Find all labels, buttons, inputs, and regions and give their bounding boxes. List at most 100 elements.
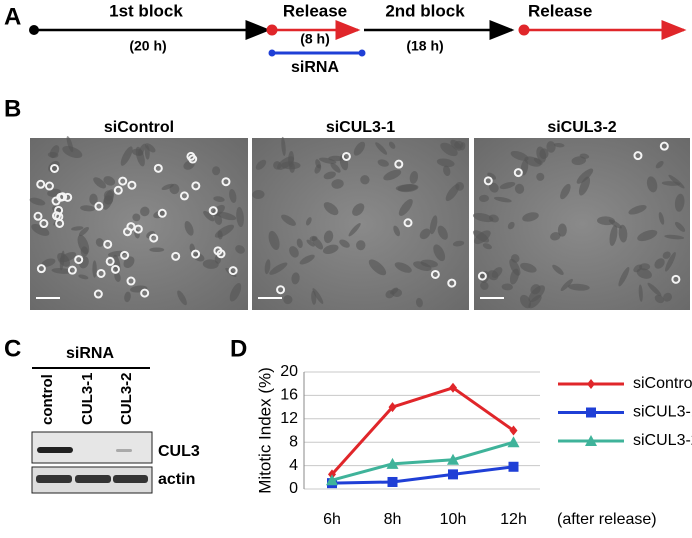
label: (18 h)	[406, 38, 443, 54]
cell	[92, 260, 97, 278]
cell	[331, 179, 344, 189]
cell	[323, 202, 339, 216]
y-axis-label: Mitotic Index (%)	[255, 367, 274, 494]
row-label: actin	[158, 471, 195, 488]
cell	[281, 136, 286, 156]
cell	[510, 150, 529, 161]
round-cell	[477, 271, 487, 281]
marker	[509, 425, 518, 436]
cell	[305, 217, 312, 226]
cell	[519, 294, 532, 309]
round-cell	[120, 250, 130, 260]
x-note: (after release)	[557, 511, 657, 528]
cell	[235, 245, 245, 254]
round-cell	[153, 163, 163, 173]
lane-label: CUL3-2	[118, 372, 135, 425]
round-cell	[157, 208, 167, 218]
cell	[66, 136, 74, 153]
panel-label: B	[4, 95, 21, 122]
chart: 0 4 8 12 16 20 Mitotic Index (%) 6h 8h 10h 12h (aft…	[255, 363, 692, 528]
round-cell	[430, 269, 440, 279]
marker	[507, 436, 520, 448]
micrograph	[30, 138, 248, 310]
cell	[283, 295, 293, 305]
lane-label: control	[39, 374, 56, 425]
panel-label: D	[230, 335, 247, 362]
row-label: CUL3	[158, 443, 200, 460]
round-cell	[51, 211, 61, 221]
cell	[264, 259, 271, 275]
marker	[326, 474, 338, 486]
round-cell	[39, 219, 49, 229]
cell	[596, 216, 616, 226]
legend-label: siCUL3-1	[633, 404, 692, 421]
cell	[409, 171, 419, 184]
cell	[560, 183, 571, 200]
round-cell	[228, 266, 238, 276]
cell	[47, 151, 59, 158]
cell	[213, 196, 225, 202]
cell	[480, 281, 489, 290]
round-cell	[113, 185, 123, 195]
round-cell	[94, 201, 104, 211]
round-cell	[123, 227, 133, 237]
marker	[508, 461, 519, 472]
y-tick-label: 20	[280, 363, 298, 380]
round-cell	[341, 151, 351, 161]
cell	[560, 278, 573, 291]
round-cell	[93, 289, 103, 299]
cell	[664, 234, 685, 240]
round-cell	[513, 168, 523, 178]
cell	[637, 229, 658, 242]
cell	[236, 206, 244, 228]
cell	[499, 181, 516, 190]
cell	[658, 212, 665, 225]
cell	[322, 244, 339, 254]
cell	[520, 262, 537, 273]
marker	[585, 435, 597, 446]
x-tick-label: 10h	[440, 511, 467, 528]
round-cell	[216, 249, 226, 259]
cell	[377, 159, 389, 167]
cell	[436, 158, 455, 168]
cell	[655, 160, 664, 169]
cell	[618, 224, 628, 243]
cell	[618, 266, 630, 287]
cell	[78, 226, 89, 237]
round-cell	[140, 288, 150, 298]
series-line	[331, 440, 514, 482]
cell	[663, 292, 673, 302]
image-title: siCUL3-1	[326, 119, 395, 136]
cell	[571, 156, 587, 166]
label: (8 h)	[300, 31, 330, 47]
round-cell	[221, 177, 231, 187]
x-tick-label: 8h	[384, 511, 402, 528]
cell	[528, 285, 545, 303]
cell	[216, 211, 237, 221]
cell	[536, 172, 545, 181]
label: Release	[283, 1, 347, 20]
legend-label: siCUL3-2	[633, 432, 692, 449]
cell	[553, 142, 565, 148]
cell	[491, 267, 503, 278]
cell	[360, 175, 370, 185]
image-title: siControl	[104, 119, 174, 136]
label: (20 h)	[129, 38, 166, 54]
cell	[203, 210, 215, 222]
cell	[633, 264, 643, 273]
y-tick-label: 8	[289, 433, 298, 450]
cell	[202, 259, 219, 269]
cell	[514, 183, 525, 194]
cell	[281, 214, 296, 226]
label: siRNA	[291, 59, 339, 76]
cell	[161, 183, 174, 191]
panel-label: C	[4, 335, 21, 362]
cell	[77, 234, 90, 255]
round-cell	[33, 211, 43, 221]
cell	[433, 244, 446, 262]
cell	[356, 240, 366, 251]
round-cell	[659, 141, 669, 151]
band	[36, 475, 72, 483]
band	[113, 475, 148, 483]
cell	[674, 221, 686, 232]
